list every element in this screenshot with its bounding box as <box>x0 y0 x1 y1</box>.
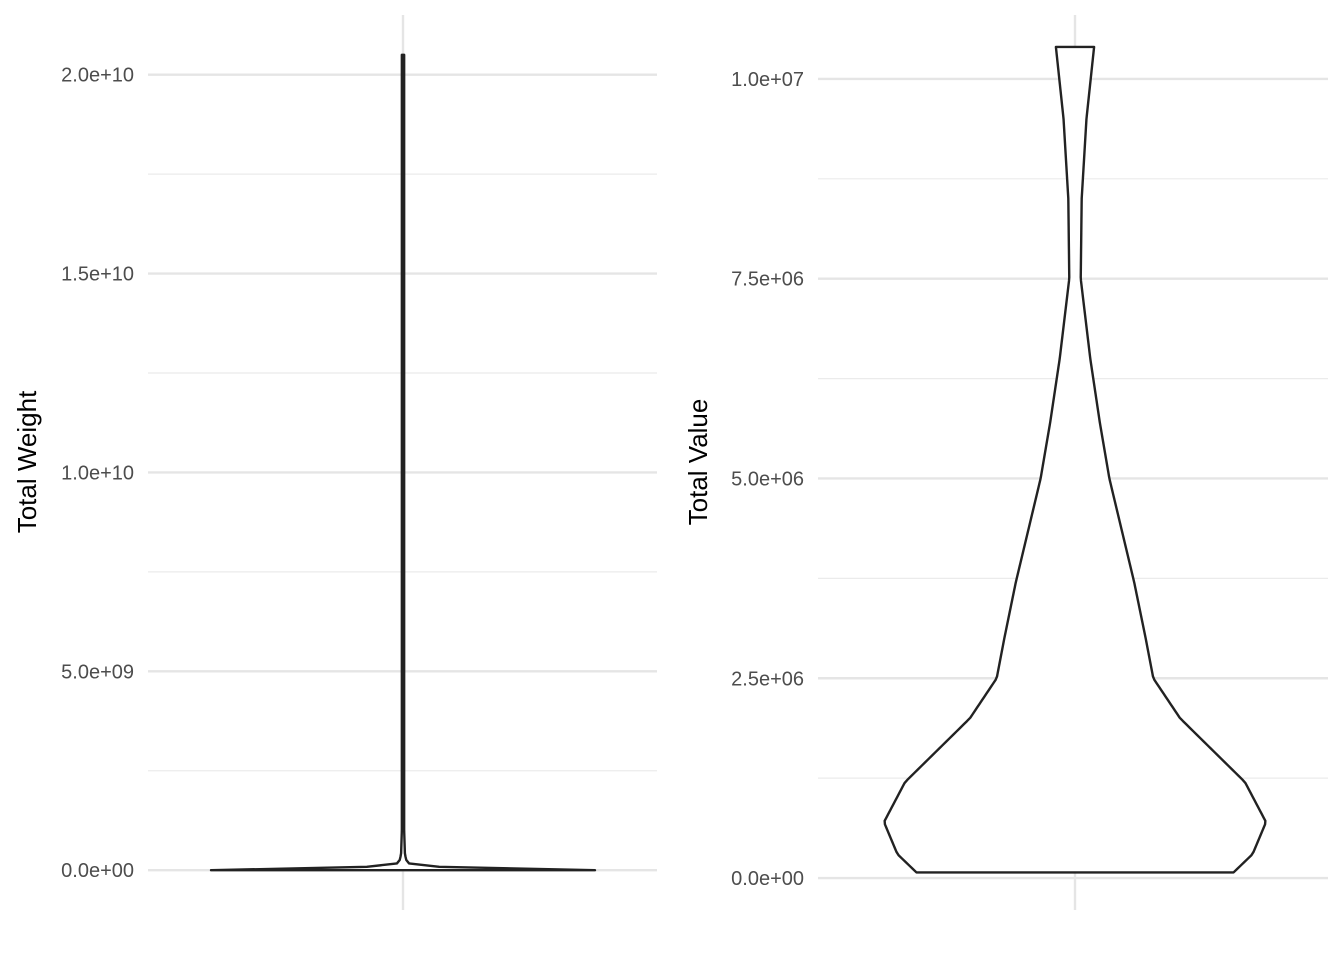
violin-total-value <box>883 45 1267 874</box>
y-tick-label: 1.0e+10 <box>61 462 134 484</box>
y-tick-label: 0.0e+00 <box>731 868 804 890</box>
y-axis-title-total-value: Total Value <box>683 399 713 526</box>
y-tick-label: 2.5e+06 <box>731 668 804 690</box>
y-tick-label: 5.0e+06 <box>731 468 804 490</box>
y-tick-label: 2.0e+10 <box>61 65 134 87</box>
y-tick-label: 1.0e+07 <box>731 69 804 91</box>
y-tick-label: 0.0e+00 <box>61 860 134 882</box>
y-axis-title-total-weight: Total Weight <box>12 390 42 533</box>
panel-total-value: 0.0e+00 2.5e+06 5.0e+06 7.5e+06 1.0e+07 Total… <box>683 15 1328 910</box>
y-tick-label: 7.5e+06 <box>731 269 804 291</box>
y-tick-label: 1.5e+10 <box>61 264 134 286</box>
y-tick-label: 5.0e+09 <box>61 661 134 683</box>
violin-total-weight <box>209 53 597 872</box>
panel-total-weight: 0.0e+00 5.0e+09 1.0e+10 1.5e+10 2.0e+10 Total… <box>12 15 657 910</box>
